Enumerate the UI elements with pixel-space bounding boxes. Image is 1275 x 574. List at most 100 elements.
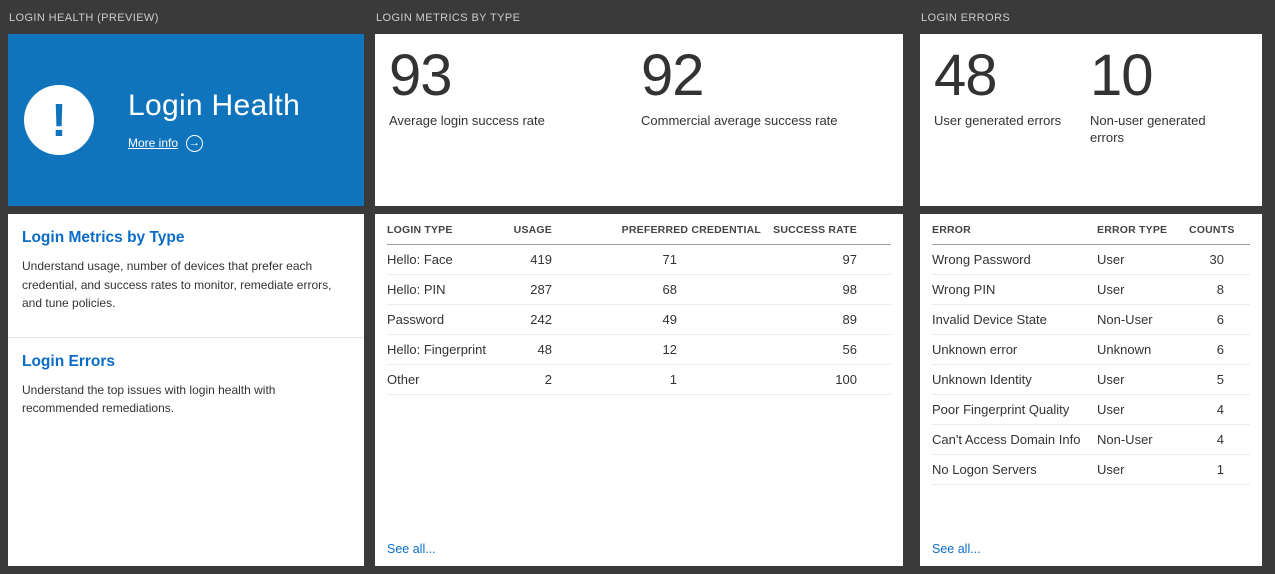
link-block-login-metrics[interactable]: Login Metrics by Type Understand usage, … [8,214,364,337]
table-cell: 56 [761,334,891,365]
link-description-login-errors: Understand the top issues with login hea… [22,382,276,416]
table-cell: 30 [1189,244,1250,275]
table-cell: 97 [761,244,891,275]
table-cell: 49 [552,304,761,335]
table-cell: 1 [552,364,761,395]
table-row: Poor Fingerprint Quality User 4 [932,394,1250,425]
stat-commercial-success-rate: 92 Commercial average success rate [641,45,838,194]
errors-table-card: ERROR ERROR TYPE COUNTS Wrong Password Us… [920,214,1262,566]
stat-value: 10 [1090,43,1154,108]
table-cell: User [1097,244,1189,275]
login-errors-table: ERROR ERROR TYPE COUNTS Wrong Password Us… [932,214,1250,485]
table-row: Password 242 49 89 [387,304,891,335]
table-cell: 48 [507,334,552,365]
more-info-label: More info [128,136,179,150]
table-cell: 68 [552,274,761,305]
table-cell: Unknown Identity [932,364,1097,395]
table-cell: Hello: Fingerprint [387,334,507,365]
table-cell: 8 [1189,274,1250,305]
table-cell: Invalid Device State [932,304,1097,335]
column-header-success-rate: SUCCESS RATE [761,214,891,245]
exclamation-icon: ! [24,85,94,155]
exclamation-glyph: ! [51,94,67,146]
table-row: Hello: PIN 287 68 98 [387,274,891,305]
table-cell: 89 [761,304,891,335]
tile-text: Login Health More info → [128,89,300,152]
section-header-login-metrics: LOGIN METRICS BY TYPE [376,12,521,24]
table-row: Hello: Fingerprint 48 12 56 [387,334,891,365]
column-header-counts: COUNTS [1189,214,1250,245]
login-health-tile[interactable]: ! Login Health More info → [8,34,364,206]
section-header-login-errors: LOGIN ERRORS [921,12,1011,24]
link-description-login-metrics: Understand usage, number of devices that… [22,259,332,311]
table-row: Can't Access Domain Info Non-User 4 [932,424,1250,455]
login-errors-column: LOGIN ERRORS 48 User generated errors 10… [920,8,1262,566]
table-body: Hello: Face 419 71 97 Hello: PIN 287 68 98 Passw… [387,244,891,395]
arrow-glyph: → [189,136,201,149]
table-cell: User [1097,364,1189,395]
table-cell: Password [387,304,507,335]
stat-non-user-errors: 10 Non-user generated errors [1090,43,1225,194]
table-row: Other 2 1 100 [387,364,891,395]
link-title-login-errors: Login Errors [22,352,116,370]
stat-label: User generated errors [934,112,1062,128]
table-header: ERROR ERROR TYPE COUNTS [932,214,1250,245]
table-cell: 1 [1189,454,1250,485]
section-header-login-health: LOGIN HEALTH (PREVIEW) [9,12,159,24]
stat-label: Average login success rate [389,112,545,128]
login-metrics-column: LOGIN METRICS BY TYPE 93 Average login s… [375,8,903,566]
metrics-stats-card[interactable]: 93 Average login success rate 92 Commerc… [375,34,903,206]
table-row: Unknown Identity User 5 [932,364,1250,395]
table-cell: Other [387,364,507,395]
stat-label: Commercial average success rate [641,112,838,128]
table-cell: 2 [507,364,552,395]
table-cell: 4 [1189,394,1250,425]
column-header-error: ERROR [932,214,1097,245]
column-header-login-type: LOGIN TYPE [387,214,507,245]
more-info-link[interactable]: More info → [128,134,204,152]
stat-label: Non-user generated errors [1090,112,1206,145]
table-row: Invalid Device State Non-User 6 [932,304,1250,335]
column-header-usage: USAGE [507,214,552,245]
stat-value: 48 [934,43,998,108]
column-header-preferred-credential: PREFERRED CREDENTIAL [552,214,761,245]
table-row: No Logon Servers User 1 [932,454,1250,485]
link-title-login-metrics: Login Metrics by Type [22,229,185,246]
table-cell: Unknown [1097,334,1189,365]
table-cell: 100 [761,364,891,395]
table-cell: Non-User [1097,304,1189,335]
table-cell: 12 [552,334,761,365]
login-health-column: LOGIN HEALTH (PREVIEW) ! Login Health Mo… [8,8,364,566]
table-cell: 419 [507,244,552,275]
table-cell: 98 [761,274,891,305]
see-all-link-metrics[interactable]: See all... [387,542,436,556]
table-cell: 71 [552,244,761,275]
stat-average-success-rate: 93 Average login success rate [389,43,641,194]
table-cell: 4 [1189,424,1250,455]
table-cell: Hello: Face [387,244,507,275]
table-cell: 6 [1189,304,1250,335]
table-cell: Wrong Password [932,244,1097,275]
table-cell: Can't Access Domain Info [932,424,1097,455]
links-panel: Login Metrics by Type Understand usage, … [8,214,364,566]
table-cell: 6 [1189,334,1250,365]
stat-value: 93 [389,43,453,108]
errors-stats-card[interactable]: 48 User generated errors 10 Non-user gen… [920,34,1262,206]
tile-title: Login Health [128,88,301,122]
table-row: Hello: Face 419 71 97 [387,244,891,275]
login-metrics-table: LOGIN TYPE USAGE PREFERRED CREDENTIAL SU… [387,214,891,395]
arrow-right-icon: → [186,134,204,152]
table-body: Wrong Password User 30 Wrong PIN User 8 Invali… [932,244,1250,485]
table-cell: No Logon Servers [932,454,1097,485]
table-header: LOGIN TYPE USAGE PREFERRED CREDENTIAL SU… [387,214,891,245]
table-row: Unknown error Unknown 6 [932,334,1250,365]
table-cell: Wrong PIN [932,274,1097,305]
table-cell: User [1097,454,1189,485]
table-cell: User [1097,394,1189,425]
see-all-link-errors[interactable]: See all... [932,542,981,556]
stat-user-errors: 48 User generated errors [934,43,1090,194]
table-cell: 5 [1189,364,1250,395]
metrics-table-card: LOGIN TYPE USAGE PREFERRED CREDENTIAL SU… [375,214,903,566]
link-block-login-errors[interactable]: Login Errors Understand the top issues w… [8,336,364,442]
